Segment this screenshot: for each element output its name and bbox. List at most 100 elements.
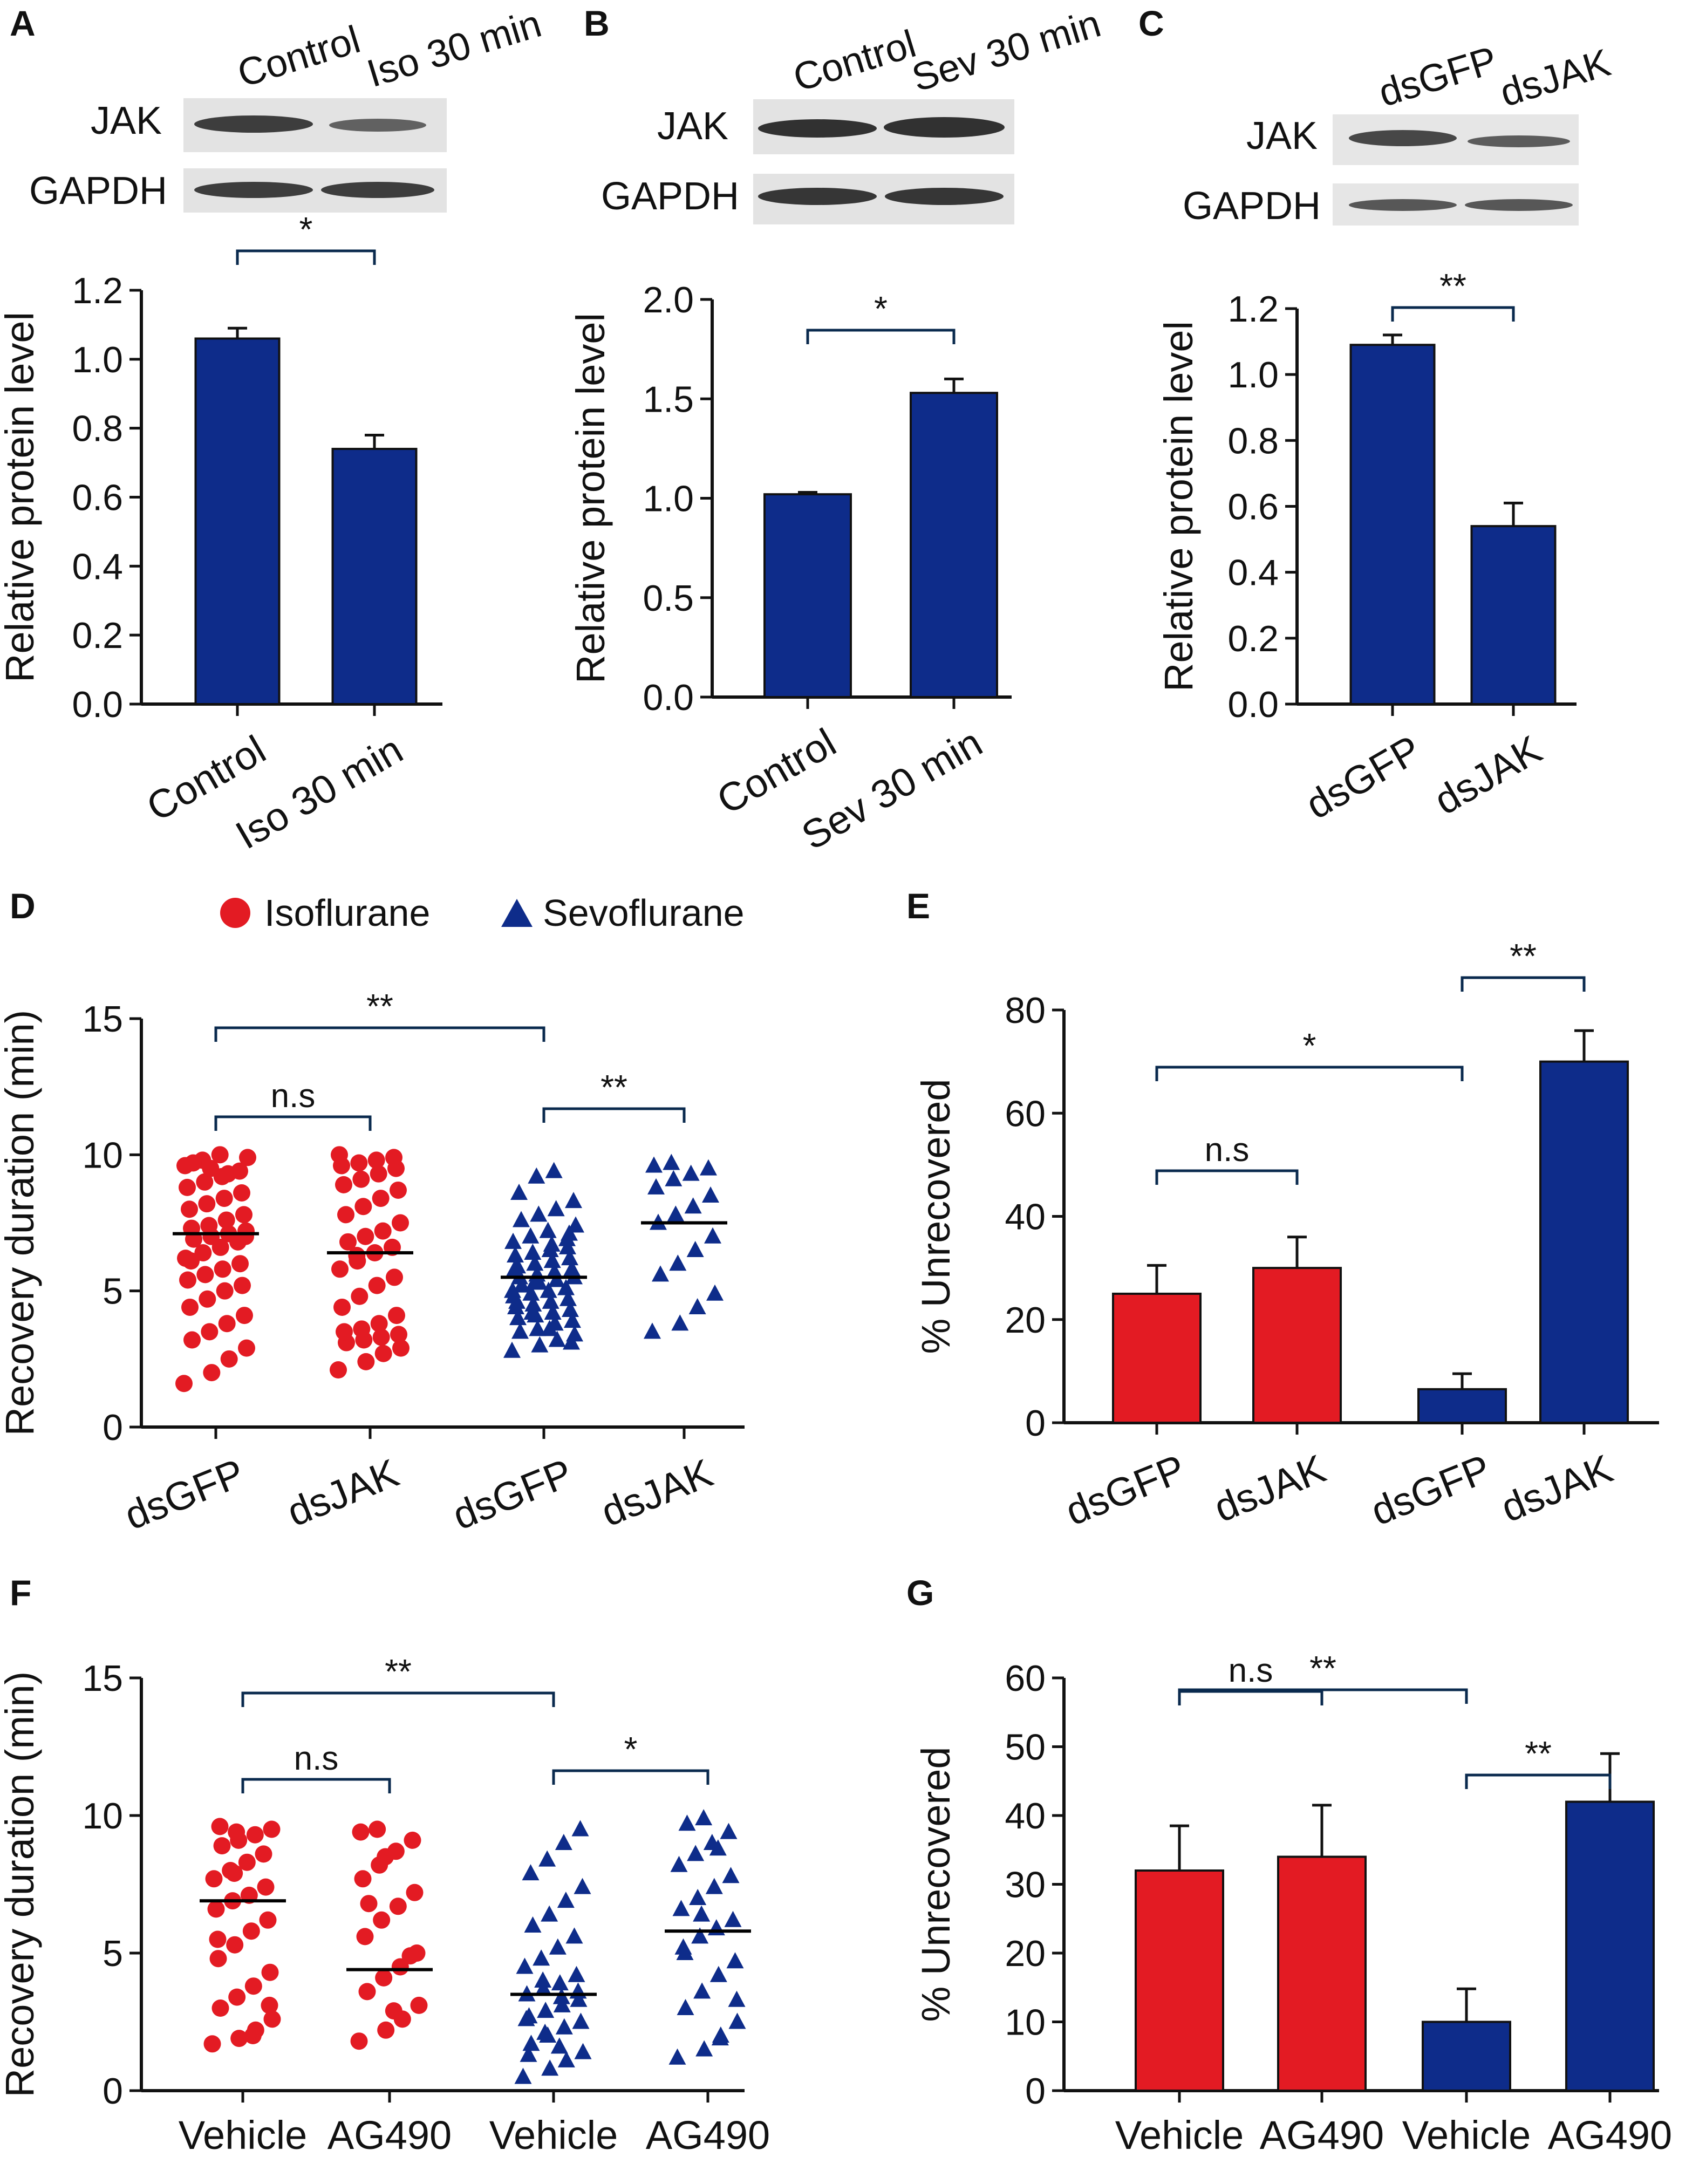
blot-row-label: GAPDH <box>1183 185 1321 228</box>
data-point-triangle <box>522 1227 540 1244</box>
data-point-circle <box>239 1149 256 1166</box>
significance-bracket <box>806 329 956 344</box>
y-tick-label: 40 <box>1005 1796 1046 1837</box>
y-tick-label: 0.4 <box>72 546 123 587</box>
panel-label-a: A <box>10 3 36 43</box>
data-point-circle <box>390 1181 407 1199</box>
data-point-triangle <box>509 1309 527 1326</box>
data-point-circle <box>354 1870 372 1888</box>
data-point-circle <box>404 1831 421 1849</box>
data-point-circle <box>214 1260 231 1278</box>
data-point-triangle <box>687 1845 705 1861</box>
data-point-triangle <box>526 1254 544 1271</box>
panel-label-f: F <box>10 1573 31 1613</box>
data-point-circle <box>370 1315 388 1333</box>
data-point-circle <box>235 1206 253 1224</box>
data-point-triangle <box>555 1834 572 1850</box>
data-point-triangle <box>549 1938 567 1955</box>
significance-bracket <box>214 1026 545 1042</box>
significance-label: ** <box>1309 1649 1336 1688</box>
blot-band <box>1349 199 1457 211</box>
x-category-label: dsGFP <box>1298 727 1428 828</box>
significance-label: ** <box>1525 1734 1552 1773</box>
blot-row-label: JAK <box>91 99 162 142</box>
blot-lane-label: Iso 30 min <box>362 2 546 96</box>
data-point-triangle <box>513 1211 530 1227</box>
data-point-circle <box>259 1911 277 1929</box>
data-point-circle <box>401 1947 419 1965</box>
data-point-triangle <box>669 1254 687 1271</box>
data-point-triangle <box>504 1281 521 1298</box>
data-point-triangle <box>507 1246 524 1263</box>
data-point-triangle <box>568 1965 585 1982</box>
y-tick-label: 0.8 <box>72 408 123 449</box>
significance-label: n.s <box>271 1077 316 1115</box>
data-point-triangle <box>541 1905 558 1922</box>
data-point-triangle <box>552 1988 570 2004</box>
data-point-circle <box>263 2010 281 2028</box>
data-point-triangle <box>565 1192 582 1209</box>
data-point-circle <box>179 1271 196 1289</box>
panel-label-e: E <box>906 886 930 926</box>
data-point-triangle <box>506 1260 523 1277</box>
bar <box>1135 1869 1224 2092</box>
data-point-circle <box>233 1184 250 1202</box>
data-point-triangle <box>644 1322 661 1339</box>
y-tick-label: 60 <box>1005 1658 1046 1699</box>
data-point-triangle <box>720 1823 738 1839</box>
x-category-label: dsGFP <box>1059 1446 1191 1534</box>
data-point-triangle <box>529 1320 547 1336</box>
bar <box>763 493 852 698</box>
data-point-triangle <box>533 1949 550 1966</box>
data-point-circle <box>392 1339 410 1357</box>
y-tick-label: 0.5 <box>643 578 694 619</box>
data-point-circle <box>182 1252 200 1270</box>
data-point-triangle <box>709 1965 727 1982</box>
data-point-triangle <box>548 1271 565 1287</box>
data-point-triangle <box>524 1916 542 1933</box>
data-point-triangle <box>545 1262 563 1279</box>
data-point-triangle <box>541 1320 558 1336</box>
data-point-circle <box>201 1323 219 1341</box>
y-tick-label: 0 <box>1025 1403 1046 1444</box>
blot-band <box>1468 135 1570 147</box>
data-point-triangle <box>541 2059 559 2076</box>
data-point-circle <box>200 1217 218 1234</box>
data-point-triangle <box>516 1957 534 1974</box>
significance-bracket <box>552 1769 709 1785</box>
data-point-triangle <box>538 1850 556 1867</box>
blot-lane-label: Sev 30 min <box>907 2 1106 100</box>
data-point-triangle <box>563 1333 580 1350</box>
data-point-circle <box>368 1277 386 1294</box>
data-point-triangle <box>567 1216 584 1233</box>
data-point-triangle <box>511 1322 529 1339</box>
data-point-triangle <box>677 1999 694 2015</box>
data-point-triangle <box>543 1252 561 1268</box>
data-point-circle <box>390 1326 407 1343</box>
x-category-label: Vehicle <box>489 2113 618 2158</box>
data-point-circle <box>331 1146 348 1164</box>
y-axis-label: Recovery duration (min) <box>0 1010 42 1436</box>
bar <box>1349 344 1436 705</box>
significance-bracket <box>1465 1773 1612 1789</box>
significance-bracket <box>1391 306 1515 322</box>
data-point-triangle <box>535 1980 552 1996</box>
data-point-triangle <box>672 1900 690 1916</box>
data-point-triangle <box>544 1303 562 1320</box>
bar <box>910 392 998 698</box>
blot-band <box>329 119 426 132</box>
data-point-triangle <box>570 1990 588 2007</box>
legend-label: Sevoflurane <box>543 892 745 934</box>
y-tick-label: 0.8 <box>1227 420 1279 461</box>
data-point-triangle <box>526 1273 543 1290</box>
data-point-triangle <box>722 1867 740 1883</box>
blot-band <box>194 182 313 198</box>
data-point-circle <box>237 1227 254 1245</box>
data-point-triangle <box>684 1197 702 1214</box>
blot-row-label: JAK <box>657 105 728 148</box>
y-axis-label: Relative protein level <box>0 312 42 682</box>
data-point-circle <box>175 1375 193 1393</box>
data-point-circle <box>335 1176 352 1193</box>
data-point-circle <box>244 1977 262 1995</box>
data-point-triangle <box>514 2067 532 2084</box>
